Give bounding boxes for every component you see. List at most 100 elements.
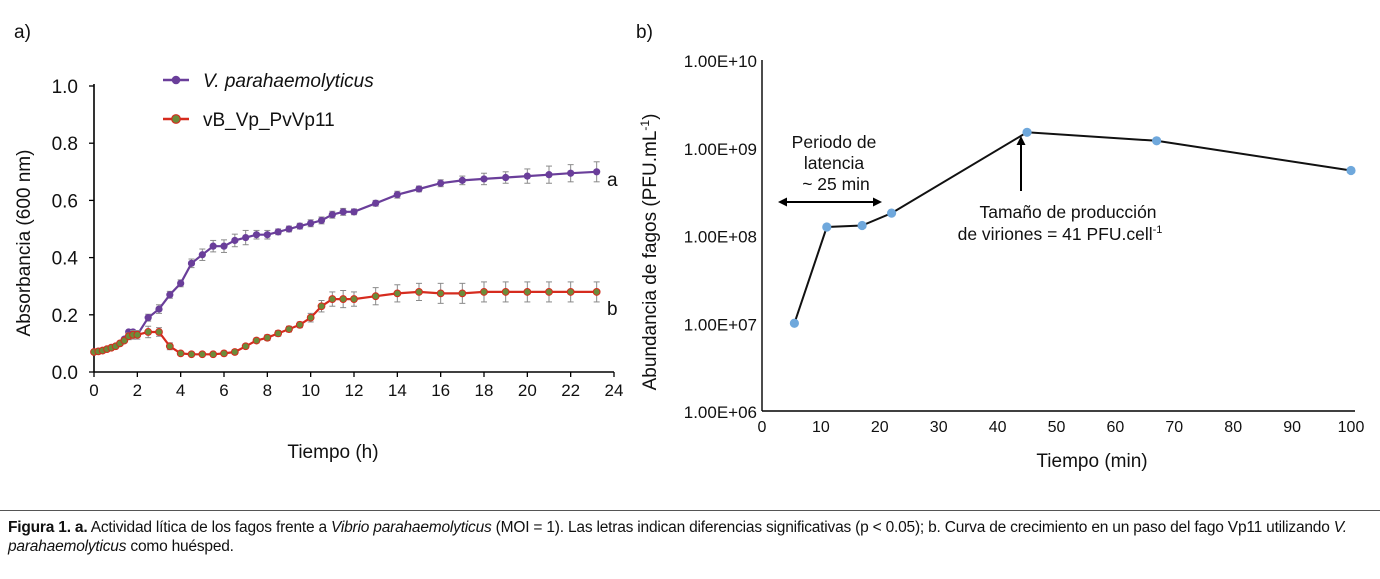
- data-point: [458, 176, 466, 184]
- burst-label-sup: -1: [1153, 224, 1163, 236]
- panel-a-x-tick-label: 4: [176, 381, 185, 400]
- data-point: [566, 288, 575, 296]
- panel-a-x-tick-label: 12: [345, 381, 364, 400]
- panel-a-x-tick-label: 20: [518, 381, 537, 400]
- data-point: [415, 185, 423, 193]
- caption-text-1: Actividad lítica de los fagos frente a: [87, 519, 332, 536]
- data-point: [274, 329, 283, 338]
- burst-arrow-head: [1016, 136, 1026, 145]
- data-point: [263, 333, 272, 342]
- data-point: [437, 179, 445, 187]
- data-point: [307, 219, 315, 227]
- data-point: [177, 279, 185, 287]
- caption-text-3: como huésped.: [126, 538, 234, 555]
- burst-label-line2-main: de viriones = 41 PFU.cell: [958, 224, 1153, 244]
- panel-a-y-tick-label: 0.4: [52, 249, 79, 270]
- panel-b-y-axis-label-tail: ): [640, 114, 661, 120]
- data-point: [209, 242, 217, 250]
- panel-a-ticks: 0 2 4 6 8 10 12 14 16 18 20 22 240.00.20.40.60.81.0: [52, 77, 624, 400]
- series-a-end-letter: a: [607, 170, 618, 191]
- data-point: [567, 169, 575, 177]
- data-point: [501, 288, 510, 296]
- panel-b-y-axis-label-sup: -1: [638, 120, 652, 131]
- legend-label-vb-vp-pvvp11: vB_Vp_PvVp11: [203, 110, 335, 131]
- latency-arrow-head-left: [778, 197, 787, 207]
- legend-marker-vb-vp-pvvp11: [171, 114, 181, 124]
- panel-b-y-tick-label: 1.00E+06: [684, 403, 757, 422]
- data-point: [350, 295, 358, 303]
- latency-label-line1: Periodo de: [792, 132, 877, 152]
- data-point: [155, 328, 163, 336]
- data-point: [306, 313, 315, 322]
- data-point: [198, 350, 207, 359]
- panel-b-x-axis-label: Tiempo (min): [1036, 451, 1147, 472]
- data-point: [480, 175, 488, 183]
- panel-b-label: b): [636, 22, 653, 43]
- data-point: [144, 314, 152, 322]
- data-point: [372, 199, 380, 207]
- data-point: [296, 222, 304, 230]
- data-point: [458, 289, 467, 298]
- panel-a-x-tick-label: 18: [475, 381, 494, 400]
- data-point: [592, 288, 601, 296]
- panel-b-x-tick-label: 100: [1338, 419, 1365, 436]
- data-point: [263, 231, 271, 239]
- panel-a-legend: V. parahaemolyticus vB_Vp_PvVp11: [163, 71, 374, 131]
- data-point: [285, 325, 293, 334]
- latency-label-line3: ~ 25 min: [802, 174, 870, 194]
- panel-b-ticks: 0 10 20 30 40 50 60 70 80 90 100 1.00E+06 1.00E+07 1.…: [684, 52, 1365, 436]
- caption-text-2: (MOI = 1). Las letras indican diferencia…: [491, 519, 1334, 536]
- data-point: [295, 320, 304, 329]
- caption-italic-1: Vibrio parahaemolyticus: [331, 519, 492, 536]
- panel-a-y-tick-label: 0.6: [52, 191, 78, 212]
- panel-a-y-tick-label: 0.8: [52, 134, 78, 155]
- data-point: [415, 288, 423, 296]
- data-point: [339, 295, 348, 303]
- panel-a-y-axis-label: Absorbancia (600 nm): [14, 150, 35, 337]
- data-point: [165, 342, 174, 351]
- panel-a-axes: [93, 84, 614, 373]
- panel-b-x-tick-label: 0: [758, 419, 767, 436]
- data-point: [176, 349, 185, 358]
- panel-b-x-tick-label: 60: [1107, 419, 1125, 436]
- data-point: [545, 171, 553, 179]
- panel-a-y-tick-label: 0.0: [52, 363, 78, 384]
- legend-label-v-parahaemolyticus: V. parahaemolyticus: [203, 71, 374, 92]
- panel-a-x-tick-label: 0: [89, 381, 98, 400]
- data-point: [133, 330, 142, 339]
- data-point: [328, 211, 336, 219]
- panel-b-series: [789, 127, 1356, 328]
- data-point: [545, 288, 553, 296]
- panel-b-y-axis-label-main: Abundancia de fagos (PFU.mL: [640, 131, 661, 391]
- caption-italic-2: V. parahaemolyticus: [8, 519, 1347, 555]
- panel-a-x-tick-label: 6: [219, 381, 228, 400]
- data-point: [886, 208, 897, 218]
- data-point: [220, 242, 228, 250]
- panel-a-y-tick-label: 1.0: [52, 77, 78, 98]
- data-point: [317, 216, 326, 225]
- data-point: [241, 342, 250, 351]
- data-point: [187, 350, 196, 359]
- data-point: [339, 208, 347, 216]
- data-point: [144, 328, 153, 336]
- panel-b-x-tick-label: 50: [1048, 419, 1066, 436]
- panel-b-x-tick-label: 20: [871, 419, 889, 436]
- data-point: [502, 173, 510, 182]
- panel-b-y-tick-label: 1.00E+10: [684, 52, 757, 71]
- data-point: [242, 233, 250, 242]
- panel-a-x-tick-label: 10: [301, 381, 320, 400]
- data-point: [285, 225, 293, 233]
- data-point: [822, 222, 832, 232]
- panel-b-x-tick-label: 70: [1165, 419, 1183, 436]
- data-point: [350, 208, 358, 216]
- panel-a-x-tick-label: 24: [605, 381, 624, 400]
- data-point: [393, 289, 402, 298]
- data-point: [480, 288, 488, 296]
- data-point: [1022, 127, 1032, 137]
- caption-divider: [0, 510, 1380, 511]
- data-point: [252, 336, 261, 345]
- panel-b: b) Abundancia de fagos (PFU.mL-1) Tiempo…: [636, 22, 1364, 472]
- panel-b-y-tick-label: 1.00E+08: [684, 228, 757, 247]
